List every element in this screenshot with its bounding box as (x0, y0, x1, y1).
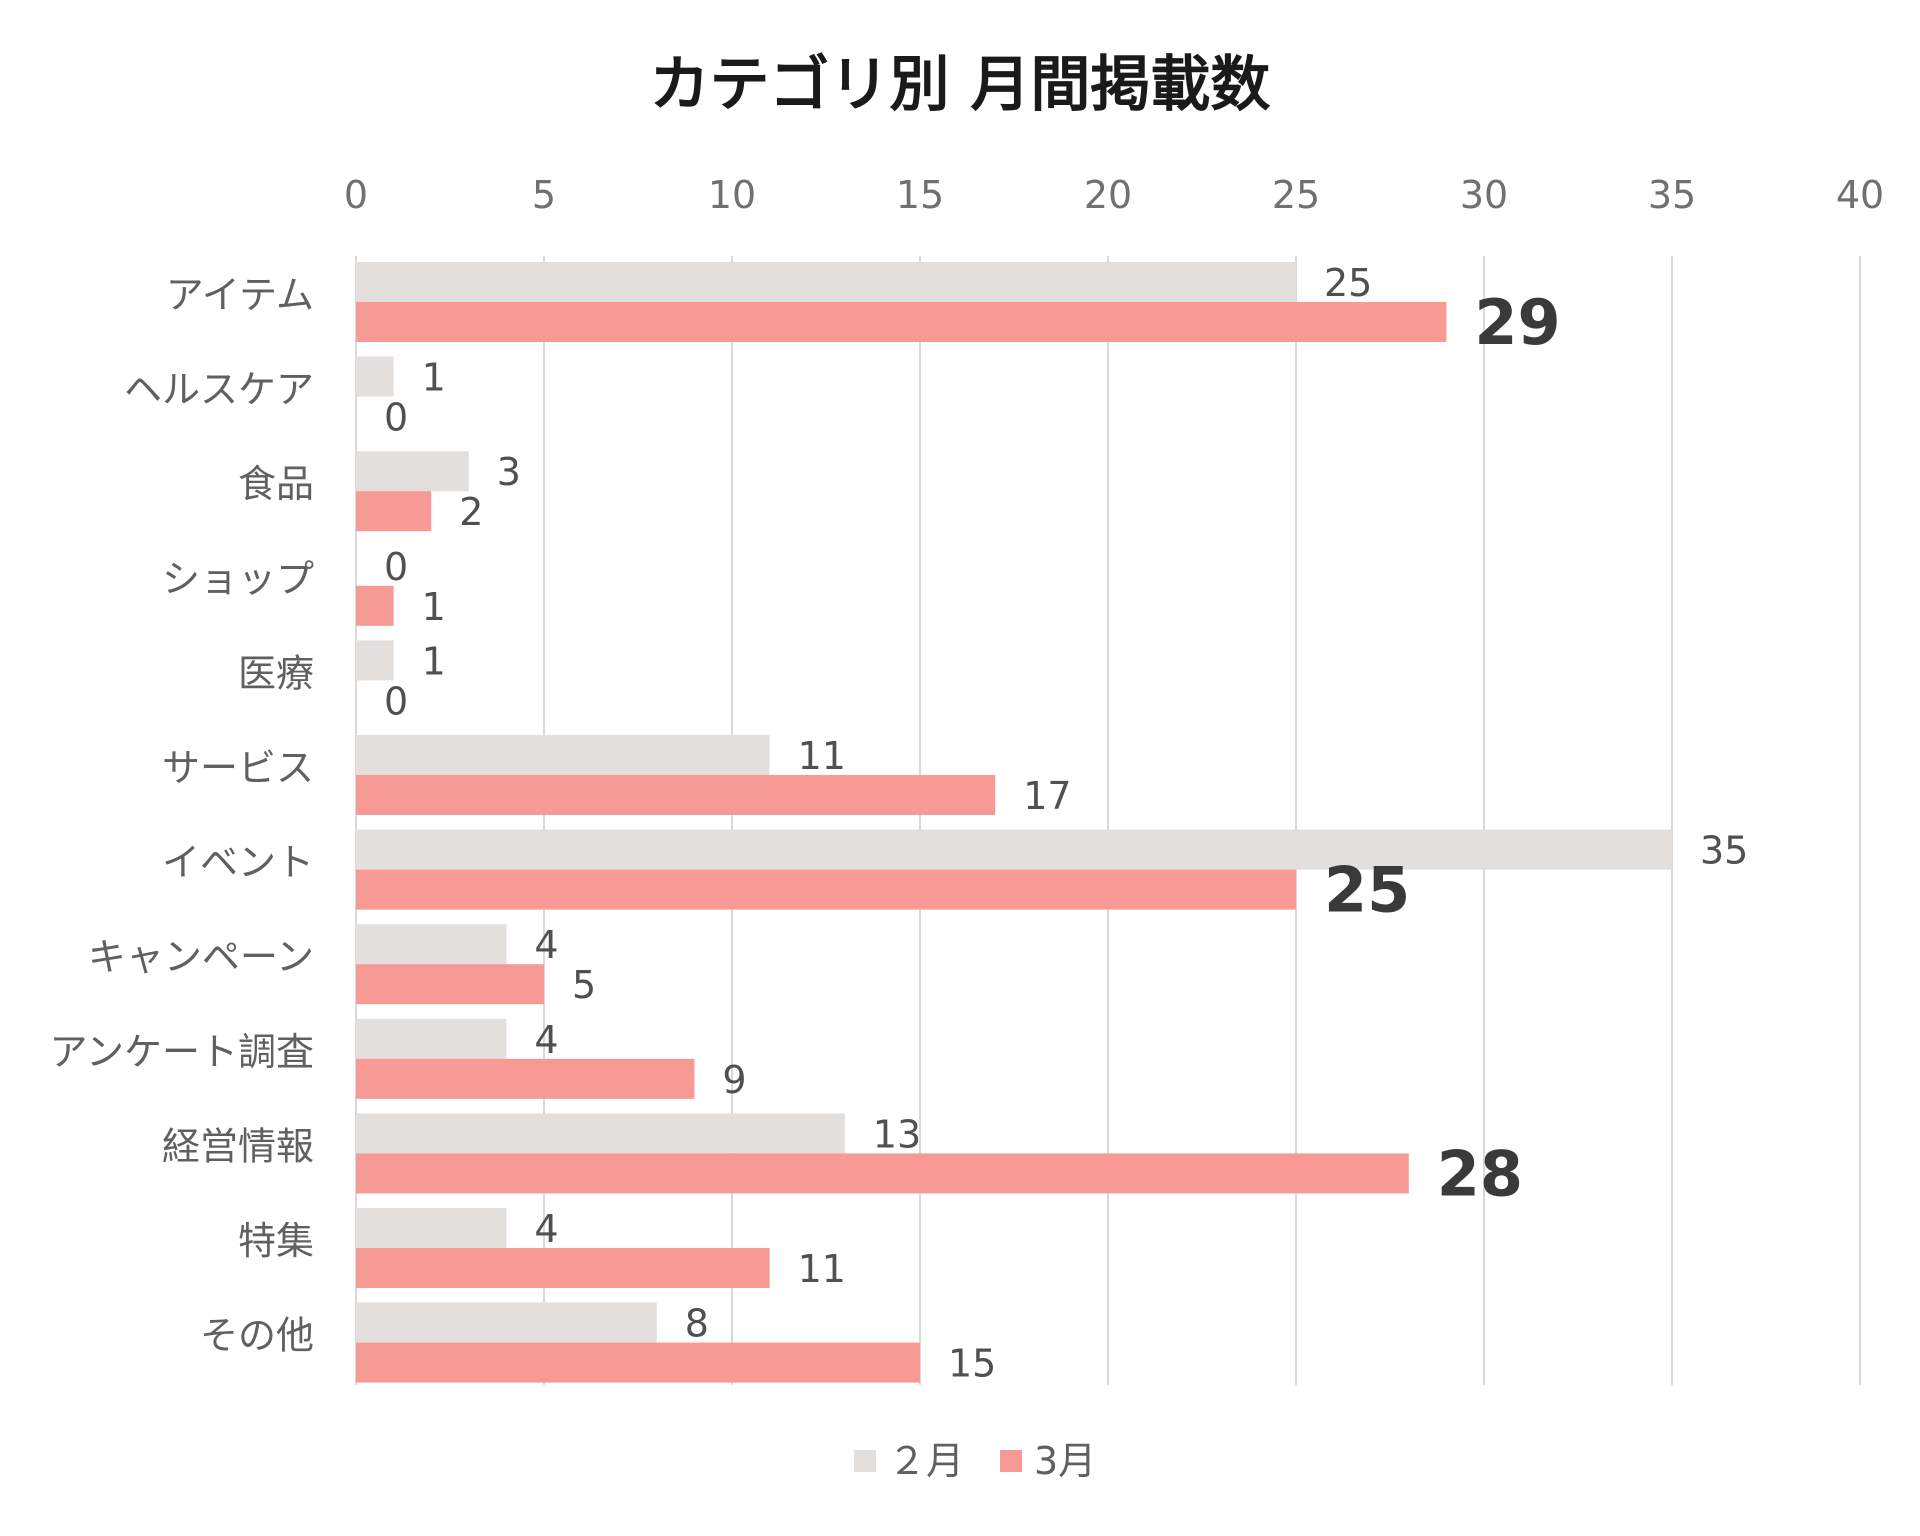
category-label: アイテム (166, 273, 314, 317)
data-label: 4 (534, 1018, 558, 1062)
bar-feb (356, 356, 394, 397)
x-tick-label: 10 (708, 173, 756, 217)
bar-mar (356, 869, 1296, 910)
data-label: 1 (422, 585, 446, 629)
data-label: 28 (1437, 1137, 1523, 1210)
bar-feb (356, 451, 469, 492)
gridlines (355, 256, 1861, 1385)
bar-mar (356, 585, 394, 626)
category-label: その他 (200, 1314, 314, 1358)
x-tick-label: 5 (532, 173, 556, 217)
bar-mar (356, 1342, 920, 1383)
category-label: ヘルスケア (124, 368, 314, 412)
category-label: ショップ (162, 557, 314, 601)
category-label: 医療 (238, 651, 314, 695)
data-label: 1 (422, 639, 446, 683)
bar-mar (356, 1153, 1409, 1194)
chart-title: カテゴリ別 月間掲載数 (650, 50, 1271, 120)
data-label: 25 (1324, 261, 1372, 305)
data-label: 25 (1324, 854, 1410, 927)
category-label: アンケート調査 (50, 1030, 314, 1074)
bar-feb (356, 1018, 507, 1059)
data-label: 4 (534, 923, 558, 967)
legend-label: ２月 (888, 1439, 964, 1483)
legend: ２月 3月 (854, 1439, 1096, 1483)
bar-mar (356, 491, 432, 532)
data-label: 0 (384, 545, 408, 589)
x-tick-label: 40 (1836, 173, 1884, 217)
category-labels: アイテムヘルスケア食品ショップ医療サービスイベントキャンペーンアンケート調査経営… (50, 273, 314, 1358)
legend-swatch (854, 1450, 876, 1472)
bar-feb (356, 1302, 657, 1343)
bar-mar (356, 775, 996, 815)
x-tick-label: 35 (1648, 173, 1696, 217)
x-tick-label: 15 (896, 173, 944, 217)
data-label: 17 (1023, 774, 1071, 818)
data-label: 29 (1474, 286, 1560, 359)
x-tick-label: 20 (1084, 173, 1132, 217)
bar-feb (356, 1208, 507, 1248)
data-label: 0 (384, 679, 408, 723)
data-label: 8 (685, 1302, 709, 1346)
bar-feb (356, 735, 770, 775)
x-tick-label: 0 (344, 173, 368, 217)
data-label: 3 (497, 450, 521, 494)
category-label: 経営情報 (162, 1124, 314, 1168)
data-label: 4 (534, 1207, 558, 1251)
category-label: 特集 (238, 1219, 314, 1263)
legend-label: 3月 (1034, 1439, 1096, 1483)
category-label: サービス (162, 746, 314, 790)
bar-mar (356, 1248, 770, 1288)
data-label: 5 (572, 963, 596, 1007)
bar-feb (356, 640, 394, 681)
data-label: 13 (873, 1112, 921, 1156)
bar-mar (356, 964, 544, 1005)
data-label: 11 (798, 1247, 846, 1291)
data-label: 0 (384, 396, 408, 440)
data-label: 15 (948, 1342, 996, 1386)
x-tick-label: 25 (1272, 173, 1320, 217)
bar-mar (356, 1058, 695, 1099)
data-label: 35 (1700, 829, 1748, 873)
x-axis-ticks: 0 5 10 15 20 25 30 35 40 (344, 173, 1884, 217)
data-label: 2 (459, 490, 483, 534)
data-label: 1 (422, 356, 446, 400)
bar-feb (356, 1113, 845, 1154)
category-label: キャンペーン (88, 935, 314, 979)
bars (356, 262, 1672, 1383)
category-label: 食品 (238, 462, 314, 506)
category-label: イベント (162, 841, 314, 885)
bar-feb (356, 924, 507, 965)
data-label: 11 (798, 734, 846, 778)
legend-swatch (1000, 1450, 1022, 1472)
bar-feb (356, 262, 1296, 302)
bar-feb (356, 829, 1672, 870)
x-tick-label: 30 (1460, 173, 1508, 217)
bar-mar (356, 302, 1447, 342)
data-label: 9 (722, 1058, 746, 1102)
